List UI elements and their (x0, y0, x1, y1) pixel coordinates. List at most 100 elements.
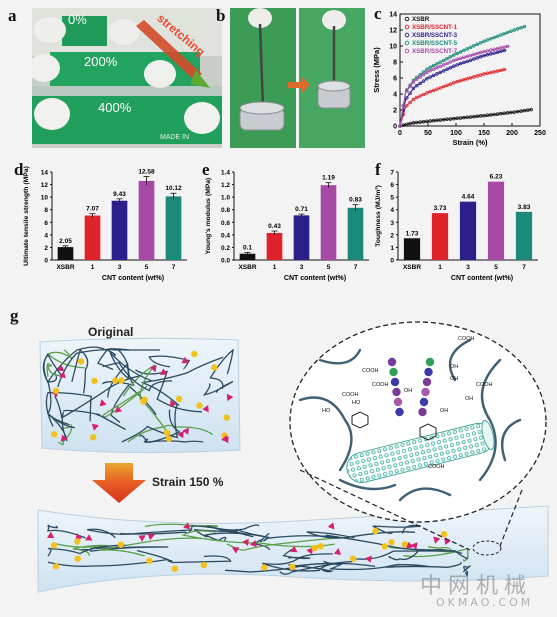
series-marker (458, 56, 463, 61)
cnt-node (242, 538, 249, 546)
data-label: 3.73 (434, 205, 447, 212)
panel-letter-f: f (375, 160, 381, 179)
series-marker (492, 112, 496, 117)
strain-schematic: COOH COOH COOH COOH COOH HO HO OH OH OH OH OH COOH (37, 321, 549, 593)
series-marker (492, 70, 496, 74)
legend-marker (404, 16, 410, 22)
molecule-bead (390, 377, 400, 387)
series-marker (519, 109, 523, 113)
series-marker (438, 70, 443, 75)
y-tick-label: 0 (393, 124, 397, 131)
panel-letter-g: g (10, 306, 19, 325)
weight-photo-art (230, 8, 365, 148)
panel-letter-b: b (216, 6, 226, 25)
series-marker (448, 55, 453, 59)
data-label: 7.07 (86, 206, 99, 213)
series-marker (502, 67, 506, 72)
series-marker (398, 124, 402, 128)
y-tick-label: 1.2 (221, 182, 230, 189)
crosslink-node (372, 527, 379, 535)
crosslink-node (171, 565, 179, 572)
polymer-chain (385, 561, 462, 568)
data-label: 0.71 (295, 206, 308, 213)
series-marker (509, 29, 513, 33)
crosslink-node (146, 557, 153, 564)
polymer-chain (262, 553, 333, 572)
series-marker (472, 44, 476, 48)
crosslink-node (401, 541, 408, 548)
legend-label: XSBR (412, 16, 430, 23)
cnt-node (410, 542, 418, 550)
series-marker (452, 53, 456, 57)
series-marker (445, 61, 449, 66)
polymer-chain (46, 524, 86, 539)
y-tick-label: 4 (44, 232, 48, 239)
series-marker (455, 51, 459, 56)
polymer-chain (323, 560, 400, 571)
polymer-chain (102, 385, 148, 418)
series-marker (522, 24, 527, 29)
x-axis-label: CNT content (wt%) (451, 275, 513, 282)
y-tick-label: 0 (390, 258, 394, 265)
tensile-strength-chart: 0 2 4 6 8 10 12 14 2.05 XSBR 7.07 1 9.43 3 12.58 5 10.12… (23, 166, 187, 282)
series-marker (441, 84, 446, 89)
series-marker (495, 34, 500, 38)
polymer-chain (121, 404, 179, 443)
series-marker (421, 92, 426, 97)
series-marker (482, 72, 486, 76)
cnt-node (60, 434, 68, 442)
series-marker (458, 78, 463, 83)
bar (293, 215, 310, 260)
sscnt-molecules (351, 357, 437, 441)
x-tick-label: 1 (91, 264, 95, 271)
cnt-node (333, 548, 342, 555)
series-marker (499, 111, 503, 116)
polymer-chain (206, 524, 260, 534)
cnt-node (250, 540, 257, 548)
series-marker (435, 62, 439, 66)
panel-letter-e: e (202, 160, 210, 179)
series-marker (475, 74, 480, 78)
series-marker (428, 65, 432, 69)
series-marker (428, 75, 432, 79)
data-label: 1.19 (322, 175, 335, 182)
series-marker (472, 52, 476, 57)
original-polymer-network (42, 346, 234, 446)
crosslink-node (165, 435, 173, 442)
cnt-node (327, 522, 335, 530)
polymer-chain (71, 348, 89, 394)
x-tick-label: 3 (466, 264, 470, 271)
data-label: 10.12 (165, 185, 182, 192)
chem-label: COOH (458, 336, 475, 342)
series-marker (415, 83, 419, 88)
series-marker (509, 110, 513, 115)
legend-marker (404, 24, 410, 30)
strain-label-400: 400% (98, 100, 132, 115)
series-marker (465, 47, 469, 51)
crosslink-node (175, 395, 183, 403)
polymer-chain (181, 530, 335, 548)
series-marker (465, 59, 469, 64)
crosslink-node (74, 555, 82, 562)
series-marker (445, 67, 449, 72)
crosslink-node (77, 358, 85, 365)
series-marker (485, 113, 490, 117)
polymer-chain (167, 555, 232, 564)
cnt-node (406, 541, 414, 549)
series-marker (404, 122, 409, 127)
series-marker (408, 84, 412, 89)
panel-letter-a: a (8, 6, 17, 25)
series-marker (468, 45, 473, 50)
polymer-chain (224, 562, 376, 573)
series-marker (428, 119, 432, 123)
data-label: 6.23 (490, 174, 503, 181)
series-marker (468, 53, 473, 58)
polymer-chain (288, 561, 353, 573)
chem-label: COOH (428, 464, 445, 470)
bar (57, 247, 74, 260)
watermark-en: OKMAO.COM (436, 596, 534, 609)
x-tick-label: 3 (300, 264, 304, 271)
panel-letter-c: c (374, 4, 382, 23)
series-marker (505, 111, 510, 115)
x-axis-label: CNT content (wt%) (102, 275, 164, 282)
